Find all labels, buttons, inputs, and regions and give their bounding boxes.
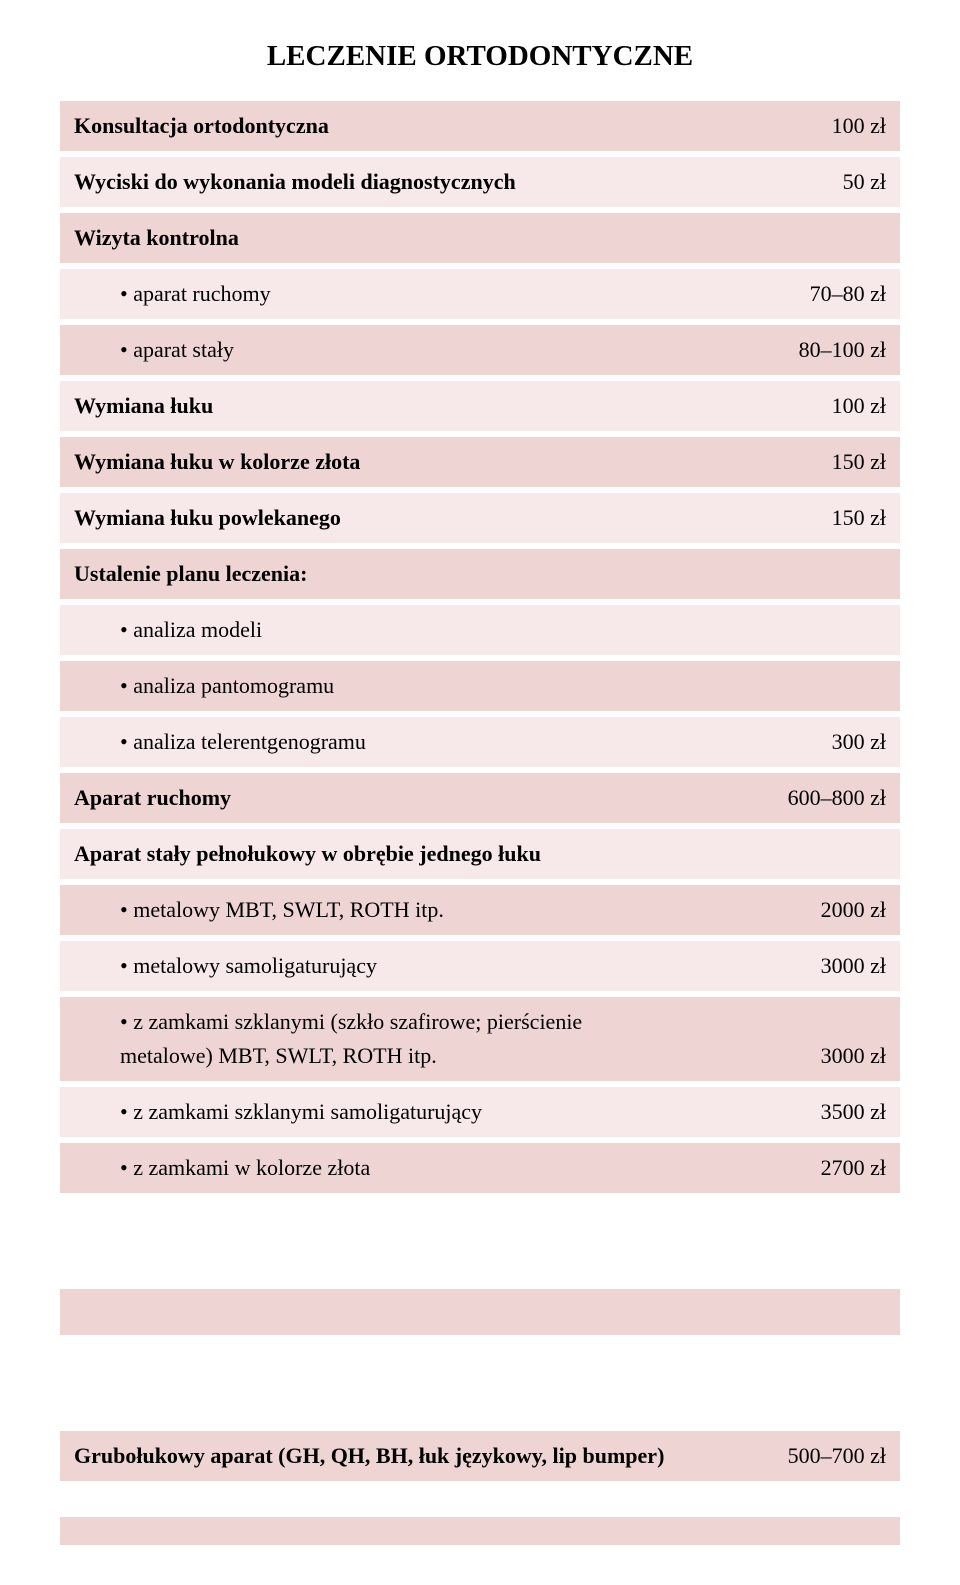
row-wizyta-kontrolna: Wizyta kontrolna — [60, 213, 900, 263]
label: • metalowy MBT, SWLT, ROTH itp. — [120, 897, 821, 923]
label: Wymiana łuku powlekanego — [74, 505, 832, 531]
row-grubolukowy: Grubołukowy aparat (GH, QH, BH, łuk języ… — [60, 1431, 900, 1481]
label: • aparat stały — [120, 337, 799, 363]
label: Grubołukowy aparat (GH, QH, BH, łuk języ… — [74, 1443, 788, 1469]
label: • aparat ruchomy — [120, 281, 810, 307]
row-analiza-telerentgenogramu: • analiza telerentgenogramu 300 zł — [60, 717, 900, 767]
row-wymiana-luku-zlota: Wymiana łuku w kolorze złota 150 zł — [60, 437, 900, 487]
label-line2: metalowe) MBT, SWLT, ROTH itp. — [120, 1043, 821, 1069]
row-aparat-ruchomy-sub: • aparat ruchomy 70–80 zł — [60, 269, 900, 319]
label: Aparat ruchomy — [74, 785, 788, 811]
row-analiza-pantomogramu: • analiza pantomogramu — [60, 661, 900, 711]
price: 3500 zł — [821, 1099, 886, 1125]
row-aparat-ruchomy: Aparat ruchomy 600–800 zł — [60, 773, 900, 823]
price: 100 zł — [832, 113, 886, 139]
label: Aparat stały pełnołukowy w obrębie jedne… — [74, 841, 886, 867]
row-analiza-modeli: • analiza modeli — [60, 605, 900, 655]
label: • z zamkami szklanymi samoligaturujący — [120, 1099, 821, 1125]
label: Konsultacja ortodontyczna — [74, 113, 832, 139]
row-metalowy-mbt: • metalowy MBT, SWLT, ROTH itp. 2000 zł — [60, 885, 900, 935]
price: 300 zł — [832, 729, 886, 755]
row-wymiana-luku: Wymiana łuku 100 zł — [60, 381, 900, 431]
price: 70–80 zł — [810, 281, 886, 307]
price: 2000 zł — [821, 897, 886, 923]
price: 150 zł — [832, 449, 886, 475]
row-wymiana-luku-powlekanego: Wymiana łuku powlekanego 150 zł — [60, 493, 900, 543]
price: 2700 zł — [821, 1155, 886, 1181]
row-konsultacja: Konsultacja ortodontyczna 100 zł — [60, 101, 900, 151]
label: • analiza pantomogramu — [120, 673, 886, 699]
price: 600–800 zł — [788, 785, 886, 811]
label: Wymiana łuku — [74, 393, 832, 419]
row-aparat-staly-hdr: Aparat stały pełnołukowy w obrębie jedne… — [60, 829, 900, 879]
bottom-bar — [60, 1517, 900, 1545]
row-zamki-szklane-samoligaturujacy: • z zamkami szklanymi samoligaturujący 3… — [60, 1087, 900, 1137]
label: Wyciski do wykonania modeli diagnostyczn… — [74, 169, 843, 195]
price: 500–700 zł — [788, 1443, 886, 1469]
row-wyciski: Wyciski do wykonania modeli diagnostyczn… — [60, 157, 900, 207]
row-ustalenie-planu: Ustalenie planu leczenia: — [60, 549, 900, 599]
label: • z zamkami w kolorze złota — [120, 1155, 821, 1181]
label: Ustalenie planu leczenia: — [74, 561, 307, 586]
row-metalowy-samoligaturujacy: • metalowy samoligaturujący 3000 zł — [60, 941, 900, 991]
price: 150 zł — [832, 505, 886, 531]
price: 80–100 zł — [799, 337, 886, 363]
price: 3000 zł — [821, 953, 886, 979]
label-line1: • z zamkami szklanymi (szkło szafirowe; … — [120, 1009, 886, 1035]
price: 100 zł — [832, 393, 886, 419]
price: 3000 zł — [821, 1043, 886, 1069]
spacer — [60, 1199, 900, 1289]
price: 50 zł — [843, 169, 886, 195]
page: LECZENIE ORTODONTYCZNE Konsultacja ortod… — [0, 0, 960, 1585]
row-aparat-staly-sub: • aparat stały 80–100 zł — [60, 325, 900, 375]
page-title: LECZENIE ORTODONTYCZNE — [60, 40, 900, 73]
label: • metalowy samoligaturujący — [120, 953, 821, 979]
spacer — [60, 1487, 900, 1517]
spacer — [60, 1341, 900, 1431]
label: • analiza telerentgenogramu — [120, 729, 832, 755]
blank-row — [60, 1289, 900, 1335]
label: • analiza modeli — [120, 617, 886, 643]
label: Wymiana łuku w kolorze złota — [74, 449, 832, 475]
row-zamki-szklane: • z zamkami szklanymi (szkło szafirowe; … — [60, 997, 900, 1081]
row-zamki-zlota: • z zamkami w kolorze złota 2700 zł — [60, 1143, 900, 1193]
label: Wizyta kontrolna — [74, 225, 239, 250]
